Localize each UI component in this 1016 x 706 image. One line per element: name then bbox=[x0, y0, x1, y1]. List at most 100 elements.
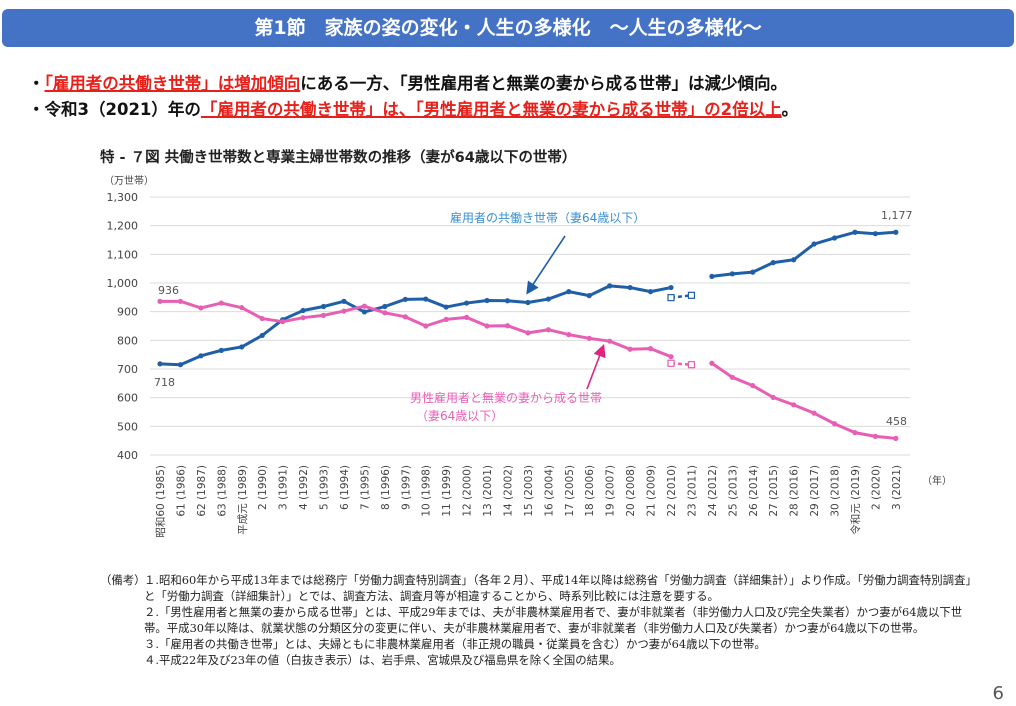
blue-series-label: 雇用者の共働き世帯（妻64歳以下） bbox=[450, 210, 645, 225]
x-tick-label: 61 (1986) bbox=[175, 465, 187, 517]
x-tick-label: 10 (1998) bbox=[421, 465, 433, 517]
bullet-text: 。 bbox=[781, 100, 799, 119]
x-tick-label: 2 (1990) bbox=[257, 465, 269, 510]
note-item: ３.「雇用者の共働き世帯」とは、夫婦ともに非農林業雇用者（非正規の職員・従業員を… bbox=[144, 637, 766, 651]
data-point bbox=[504, 323, 511, 329]
data-point bbox=[791, 257, 797, 263]
data-point bbox=[443, 316, 449, 323]
x-tick-label: 20 (2008) bbox=[625, 465, 637, 517]
data-point bbox=[709, 273, 715, 280]
data-point bbox=[729, 271, 735, 277]
data-point bbox=[464, 314, 470, 320]
x-tick-label: 8 (1996) bbox=[380, 465, 392, 510]
data-point bbox=[668, 354, 674, 360]
y-tick-label: 1,100 bbox=[107, 248, 139, 261]
x-tick-label: 4 (1992) bbox=[298, 465, 310, 510]
data-point bbox=[525, 299, 531, 306]
x-tick-label: 26 (2014) bbox=[748, 465, 760, 517]
data-point bbox=[545, 296, 551, 302]
data-point bbox=[464, 300, 470, 306]
data-point bbox=[852, 430, 858, 436]
pink-series-label-2: （妻64歳以下） bbox=[416, 409, 503, 423]
x-tick-label: 23 (2011) bbox=[686, 465, 698, 517]
y-tick-label: 1,300 bbox=[107, 191, 139, 204]
x-tick-label: 22 (2010) bbox=[666, 465, 678, 517]
data-point bbox=[504, 298, 511, 304]
data-point bbox=[484, 297, 490, 304]
y-tick-label: 400 bbox=[117, 449, 138, 462]
data-point bbox=[872, 433, 879, 439]
data-point bbox=[627, 284, 633, 291]
chart-title: 特 - ７図 共働き世帯数と専業主婦世帯数の推移（妻が64歳以下の世帯） bbox=[100, 150, 577, 166]
highlight-text: 「雇用者の共働き世帯」は増加傾向 bbox=[44, 74, 301, 93]
data-point bbox=[423, 323, 429, 329]
pink-arrow bbox=[586, 344, 606, 390]
data-point bbox=[443, 304, 449, 310]
x-tick-label: 9 (1997) bbox=[400, 465, 412, 510]
hollow-data-point bbox=[687, 291, 696, 299]
x-tick-label: 13 (2001) bbox=[482, 465, 494, 517]
x-tick-label: 11 (1999) bbox=[441, 465, 453, 517]
data-point bbox=[484, 323, 490, 329]
data-point bbox=[586, 293, 592, 299]
data-point bbox=[402, 296, 408, 302]
pink-end-label: 458 bbox=[886, 415, 907, 428]
x-tick-label: 3 (2021) bbox=[891, 465, 903, 510]
data-point bbox=[627, 346, 633, 352]
x-tick-label: 28 (2016) bbox=[789, 465, 801, 517]
hollow-data-point bbox=[687, 361, 696, 369]
bullet-prefix: ・ bbox=[28, 74, 45, 93]
hollow-data-point bbox=[667, 294, 675, 302]
x-tick-label: 24 (2012) bbox=[707, 465, 719, 517]
section-banner: 第1節 家族の姿の変化・人生の多様化 ～人生の多様化～ bbox=[2, 9, 1014, 47]
data-point bbox=[218, 347, 224, 353]
data-point bbox=[259, 332, 265, 339]
data-point bbox=[770, 394, 776, 400]
data-point bbox=[647, 346, 654, 352]
data-point bbox=[382, 310, 388, 316]
series-line bbox=[159, 284, 672, 367]
data-point bbox=[157, 298, 163, 304]
data-point bbox=[239, 344, 245, 350]
x-axis-unit: （年） bbox=[922, 474, 952, 487]
data-point bbox=[852, 229, 858, 235]
page-number: 6 bbox=[992, 683, 1004, 704]
data-point bbox=[872, 231, 879, 237]
x-tick-label: 6 (1994) bbox=[339, 465, 351, 510]
x-tick-label: 30 (2018) bbox=[830, 465, 842, 517]
note-item: ２.「男性雇用者と無業の妻から成る世帯」とは、平成29年までは、夫が非農林業雇用… bbox=[144, 605, 963, 635]
series-line bbox=[711, 362, 896, 440]
y-tick-label: 500 bbox=[117, 420, 138, 433]
data-point bbox=[198, 305, 204, 311]
data-point bbox=[811, 241, 817, 247]
data-point bbox=[647, 289, 654, 295]
data-point bbox=[811, 410, 817, 416]
data-point bbox=[831, 421, 838, 427]
x-tick-label: 19 (2007) bbox=[605, 465, 617, 517]
data-point bbox=[300, 307, 306, 314]
series-line bbox=[160, 299, 672, 359]
data-point bbox=[545, 327, 551, 333]
data-point bbox=[729, 374, 735, 380]
data-point bbox=[320, 312, 327, 318]
data-point bbox=[259, 315, 265, 322]
data-point bbox=[239, 305, 245, 311]
bullet-1: ・「雇用者の共働き世帯」は増加傾向にある一方、「男性雇用者と無業の妻から成る世帯… bbox=[28, 70, 787, 94]
data-point bbox=[177, 298, 184, 304]
blue-end-label: 1,177 bbox=[881, 209, 913, 222]
data-point bbox=[320, 303, 327, 310]
data-point bbox=[341, 298, 347, 304]
data-point bbox=[423, 296, 429, 302]
x-tick-label: 63 (1988) bbox=[216, 465, 228, 517]
y-axis-unit: （万世帯） bbox=[104, 174, 154, 187]
series-line bbox=[711, 230, 896, 278]
hollow-data-point bbox=[667, 359, 675, 367]
x-tick-label: 17 (2005) bbox=[564, 465, 576, 517]
x-tick-label: 3 (1991) bbox=[278, 465, 290, 510]
x-tick-label: 21 (2009) bbox=[646, 465, 658, 517]
data-point bbox=[341, 308, 347, 314]
x-tick-label: 27 (2015) bbox=[768, 465, 780, 517]
data-point bbox=[280, 319, 286, 325]
x-tick-label: 7 (1995) bbox=[359, 465, 371, 510]
